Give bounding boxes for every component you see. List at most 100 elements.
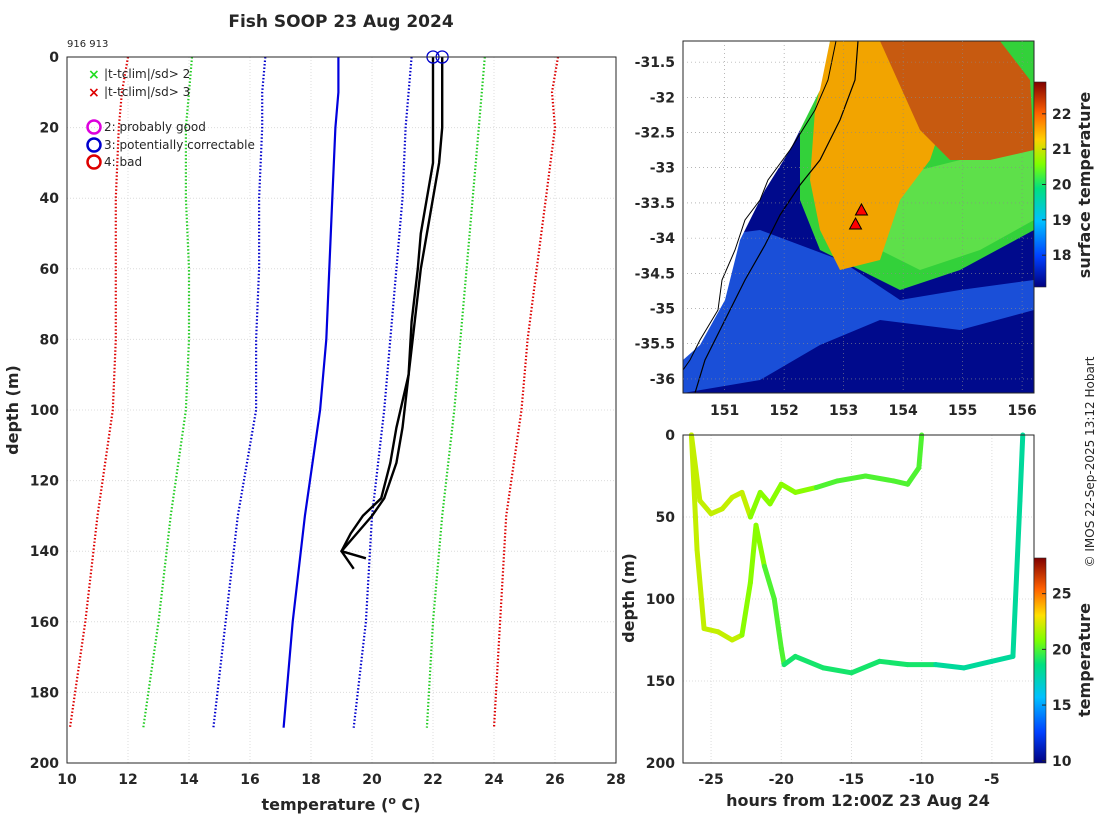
series-track-916-segment [961,658,995,671]
profile-y-tick-label: 180 [30,685,59,701]
map-warm-core-red [880,41,1034,160]
series-track-916-segment [877,658,911,668]
series-track-916-segment [792,653,826,671]
depth-time-grid [683,434,1034,764]
series-climatology-plus-3sd [492,56,560,728]
svg-text:|t-tclim|/sd> 2: |t-tclim|/sd> 2 [104,67,190,81]
station-triangle [848,216,863,230]
series-climatology-minus-3sd [68,56,130,728]
sst-colorbar-ticks: 18 19 20 21 22 [1042,107,1072,264]
map-lat-tick-label: -34 [650,231,676,247]
series-track-916-segment [1017,432,1026,504]
profile-y-tick-label: 40 [40,191,60,207]
profile-x-tick-label: 14 [179,772,199,788]
series-track-916-segment [715,629,735,643]
map-lat-tick-label: -31.5 [635,55,675,71]
depth-time-series [688,432,1026,676]
sst-colorbar-label: surface temperature [1075,92,1094,279]
map-y-ticks: -31.5 -32 -32.5 -33 -33.5 -34 -34.5 -35 -35.5 -36 [635,55,1034,388]
map-lon-tick-label: 151 [710,403,739,419]
temperature-colorbar [1033,557,1047,764]
profile-panel: 10 12 14 16 18 20 22 24 26 28 0 20 40 60 80 100 120 140 1… [3,50,626,814]
depth-time-y-tick-label: 0 [665,428,675,444]
temperature-colorbar-tick-label: 10 [1052,754,1072,770]
series-track-916-segment [933,662,967,671]
series-track-916-segment [989,653,1016,664]
profile-y-ticks: 0 20 40 60 80 100 120 140 160 180 200 [30,50,59,772]
depth-time-x-tick-label: -20 [769,772,795,788]
series-track-913-segment [697,498,714,517]
sst-map-panel: 151 152 153 154 155 156 -31.5 -32 -32.5 -33 -33.5… [635,40,1094,419]
series-track-913-segment [767,481,784,507]
profile-y-tick-label: 20 [40,121,60,137]
series-track-913-segment [834,473,869,484]
profile-x-tick-label: 10 [57,772,77,788]
map-lat-tick-label: -33.5 [635,196,675,212]
profile-x-ticks: 10 12 14 16 18 20 22 24 26 28 [57,772,625,788]
svg-text:×: × [88,85,100,101]
shelf-contour [694,41,859,393]
map-lat-tick-label: -34.5 [635,266,675,282]
depth-time-x-ticks: -25 -20 -15 -10 -5 [698,772,999,788]
series-track-916-segment [848,658,883,676]
depth-time-y-tick-label: 200 [646,756,675,772]
profile-y-tick-label: 0 [49,50,59,66]
depth-time-y-ticks: 0 50 100 150 200 [646,428,675,772]
map-lat-tick-label: -32 [650,90,675,106]
series-climatology-minus-2sd [142,56,194,728]
depth-time-y-axis-label: depth (m) [619,553,638,643]
profile-y-tick-label: 200 [30,756,59,772]
profile-x-tick-label: 24 [484,772,504,788]
depth-time-x-tick-label: -5 [984,772,1000,788]
profile-x-tick-label: 22 [423,772,442,788]
series-track-913-segment [747,489,763,520]
map-lat-tick-label: -33 [650,161,675,177]
profile-y-tick-label: 160 [30,615,59,631]
map-lon-tick-label: 153 [829,403,858,419]
series-climatology-mean-minus-1sd [212,56,267,728]
series-track-913-segment [688,432,703,504]
profile-y-tick-label: 80 [40,332,60,348]
map-lat-tick-label: -36 [650,372,675,388]
profile-legend: × |t-tclim|/sd> 2 × |t-tclim|/sd> 3 2: p… [86,67,255,170]
map-stations [848,202,869,230]
profile-x-tick-label: 12 [118,772,137,788]
legend-item-tclim-3sd: × |t-tclim|/sd> 3 [88,85,190,101]
profile-x-tick-label: 26 [545,772,564,788]
depth-time-x-tick-label: -10 [909,772,935,788]
sst-colorbar-tick-label: 20 [1052,178,1072,194]
series-track-913-segment [778,481,798,495]
map-lon-tick-label: 154 [889,403,918,419]
map-lat-tick-label: -35 [650,302,675,318]
legend-item-potentially-correctable: 3: potentially correctable [86,137,255,153]
chart-title: Fish SOOP 23 Aug 2024 [228,12,454,32]
depth-time-x-tick-label: -25 [698,772,723,788]
map-lon-tick-label: 155 [948,403,977,419]
series-track-913-segment [719,494,735,512]
depth-time-y-tick-label: 150 [646,674,675,690]
map-lon-tick-label: 156 [1007,403,1036,419]
series-track-916-segment [820,665,854,676]
map-x-ticks: 151 152 153 154 155 156 [710,41,1037,419]
profile-x-axis-label: temperature (o C) [261,794,420,814]
profile-x-tick-label: 18 [301,772,320,788]
series-profile-916 [340,57,435,570]
temperature-colorbar-tick-label: 15 [1052,698,1071,714]
series-track-913-segment [905,465,922,487]
sst-colorbar-tick-label: 22 [1052,107,1071,123]
profile-y-tick-label: 60 [40,262,60,278]
profile-y-axis-label: depth (m) [3,365,22,455]
map-land [683,41,830,360]
map-lat-tick-label: -35.5 [635,337,675,353]
series-track-916-segment [747,522,759,586]
depth-time-y-tick-label: 50 [656,510,676,526]
series-track-913-segment [739,489,753,520]
depth-time-panel: -25 -20 -15 -10 -5 0 50 100 150 200 hours from 1… [619,428,1094,810]
series-track-916-segment [753,522,767,569]
series-track-913-segment [792,484,819,495]
series-climatology-mean-plus-1sd [352,56,413,728]
map-lon-tick-label: 152 [770,403,799,419]
legend-item-probably-good: 2: probably good [86,119,206,135]
sst-colorbar-tick-label: 19 [1052,213,1071,229]
series-track-916-segment [1010,498,1023,659]
